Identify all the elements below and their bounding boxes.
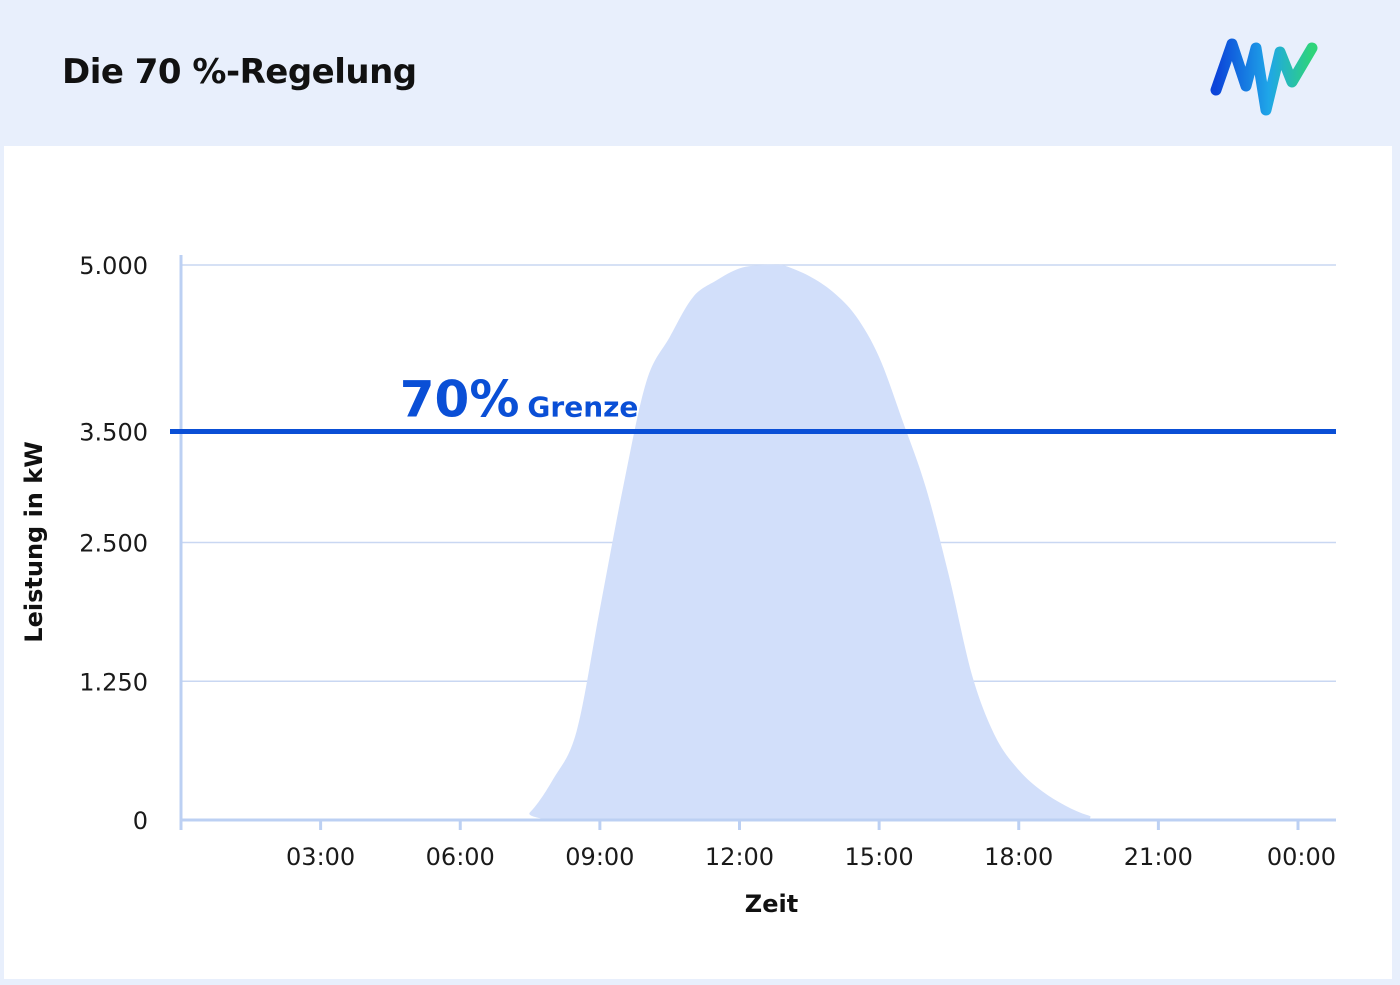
limit-label-percent: 70%	[400, 371, 520, 429]
y-tick-label-3: 3.500	[79, 419, 148, 447]
x-tick-label-1: 06:00	[426, 843, 495, 871]
x-tick-label-3: 12:00	[705, 843, 774, 871]
x-tick-label-5: 18:00	[984, 843, 1053, 871]
power-area	[181, 264, 1298, 820]
y-tick-labels: 0 1.250 2.500 3.500 5.000	[79, 252, 148, 835]
x-tick-label-4: 15:00	[845, 843, 914, 871]
x-axis-label: Zeit	[745, 890, 798, 918]
x-tick-label-7: 00:00	[1267, 843, 1336, 871]
y-axis-label: Leistung in kW	[20, 441, 48, 642]
mw-brand-logo-icon	[1210, 38, 1318, 116]
x-tick-labels: 03:00 06:00 09:00 12:00 15:00 18:00 21:00 00:00	[179, 820, 1336, 871]
y-tick-label-0: 0	[133, 807, 148, 835]
x-tick-label-2: 09:00	[565, 843, 634, 871]
x-tick-label-0: 03:00	[286, 843, 355, 871]
header: Die 70 %-Regelung	[0, 0, 1400, 146]
limit-label: 70% Grenze	[400, 371, 639, 429]
page-title: Die 70 %-Regelung	[62, 52, 417, 92]
x-tick-label-6: 21:00	[1124, 843, 1193, 871]
y-tick-label-4: 5.000	[79, 252, 148, 280]
y-tick-label-1: 1.250	[79, 668, 148, 696]
y-tick-label-2: 2.500	[79, 530, 148, 558]
limit-label-text: Grenze	[527, 391, 638, 424]
